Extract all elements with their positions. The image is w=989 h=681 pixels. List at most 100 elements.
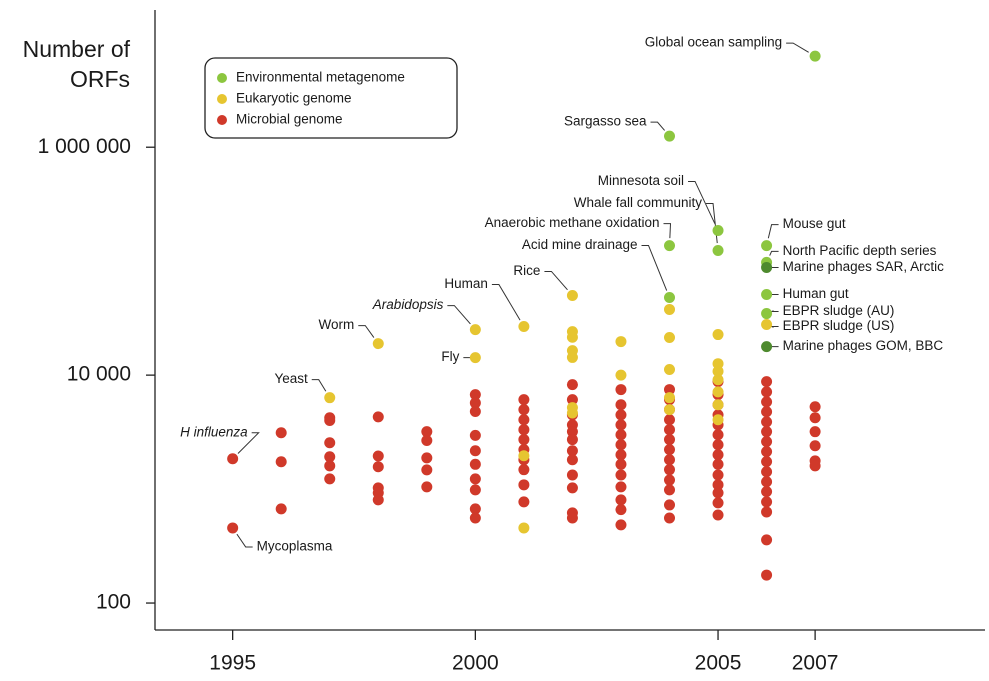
point [324, 473, 336, 485]
point [469, 397, 481, 409]
x-tick-label: 2000 [452, 652, 499, 675]
point [664, 130, 676, 142]
point [712, 374, 724, 386]
point-label: Sargasso sea [564, 114, 647, 129]
point [664, 392, 676, 404]
legend-label: Eukaryotic genome [236, 91, 352, 106]
x-tick-label: 2007 [792, 652, 839, 675]
point [761, 436, 773, 448]
point [372, 494, 384, 506]
leader-line [237, 432, 260, 454]
point [615, 369, 627, 381]
leader-line [447, 305, 471, 325]
point [664, 384, 676, 396]
point [566, 454, 578, 466]
point [566, 379, 578, 391]
point [712, 365, 724, 377]
point [421, 452, 433, 464]
point-label: Acid mine drainage [522, 237, 638, 252]
leader-lines [236, 42, 809, 548]
point [615, 419, 627, 431]
point-label: Minnesota soil [598, 173, 684, 188]
point [761, 308, 773, 320]
leader-line [771, 310, 779, 313]
point [664, 484, 676, 496]
point-label: EBPR sludge (AU) [783, 303, 895, 318]
point [664, 499, 676, 511]
point [664, 414, 676, 426]
point [566, 331, 578, 343]
point-label: North Pacific depth series [783, 243, 937, 258]
point-label: Mouse gut [783, 216, 846, 231]
point [275, 456, 287, 468]
point [664, 331, 676, 343]
point [615, 449, 627, 461]
point-label: Arabidopsis [372, 297, 444, 312]
point [761, 341, 773, 353]
point [421, 464, 433, 476]
legend-marker [217, 73, 227, 83]
point [566, 512, 578, 524]
point [227, 522, 239, 534]
point [809, 401, 821, 413]
point-label: Rice [513, 263, 540, 278]
point [712, 509, 724, 521]
point [664, 464, 676, 476]
point [469, 512, 481, 524]
point [566, 394, 578, 406]
point [712, 469, 724, 481]
point-label: Marine phages SAR, Arctic [783, 259, 945, 274]
point-label: Yeast [274, 371, 308, 386]
y-axis-label: Number of ORFs [22, 36, 130, 92]
point-label: Marine phages GOM, BBC [783, 338, 944, 353]
leader-line [358, 325, 375, 338]
point [761, 506, 773, 518]
leader-line [641, 244, 668, 291]
leader-line [688, 180, 716, 224]
point [761, 446, 773, 458]
point [421, 481, 433, 493]
point [469, 389, 481, 401]
point-label: Human gut [783, 286, 849, 301]
point [518, 394, 530, 406]
point [469, 503, 481, 515]
point [712, 479, 724, 491]
point [615, 409, 627, 421]
point [518, 496, 530, 508]
point [518, 414, 530, 426]
leader-line [491, 284, 521, 321]
point [809, 50, 821, 62]
point [712, 386, 724, 398]
legend-label: Environmental metagenome [236, 70, 405, 85]
leader-line [650, 121, 666, 131]
point [615, 384, 627, 396]
point [372, 450, 384, 462]
point [324, 392, 336, 404]
point-labels: H influenza Mycoplasma Yeast Worm Arabidopsi… [180, 35, 944, 554]
x-tick-label: 1995 [209, 652, 256, 675]
point-label: Global ocean sampling [645, 35, 782, 50]
point [469, 352, 481, 364]
point [761, 456, 773, 468]
point [615, 481, 627, 493]
point [761, 416, 773, 428]
x-tick-label: 2005 [695, 652, 742, 675]
point [615, 469, 627, 481]
point [566, 434, 578, 446]
point [761, 569, 773, 581]
point [421, 434, 433, 446]
point [761, 426, 773, 438]
leader-line [544, 270, 568, 291]
point [664, 434, 676, 446]
point [324, 414, 336, 426]
leader-line [771, 326, 779, 328]
point [664, 444, 676, 456]
point [712, 414, 724, 426]
point [566, 469, 578, 481]
point [761, 376, 773, 388]
point [566, 482, 578, 494]
point-label: Fly [441, 349, 459, 364]
point [566, 426, 578, 438]
point [518, 321, 530, 333]
point [324, 437, 336, 449]
